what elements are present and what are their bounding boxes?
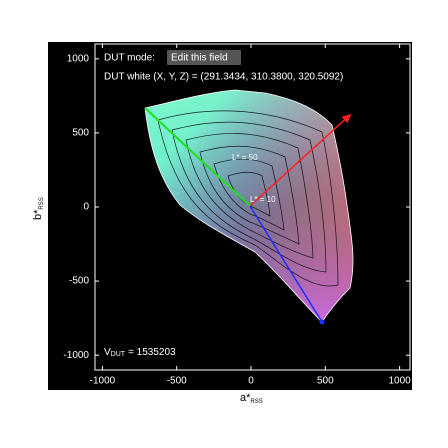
y-axis-label: b*RSS [32, 197, 45, 220]
x-tick-label: 0 [248, 376, 254, 387]
x-tick-label: -1000 [90, 376, 116, 387]
x-symbol: a* [240, 392, 251, 404]
mode-field[interactable]: Edit this field [171, 53, 228, 64]
y-tick-label: 0 [83, 202, 89, 213]
y-symbol: b* [32, 209, 44, 220]
annotation: L* = 50 [232, 153, 258, 162]
x-tick-label: 500 [317, 376, 334, 387]
y-tick-label: -500 [69, 276, 89, 287]
y-tick-label: 1000 [67, 53, 90, 64]
mode-field-box[interactable] [167, 50, 241, 65]
volume-label: VDUT = 1535203 [104, 347, 176, 358]
white-point: DUT white (X, Y, Z) = (291.3434, 310.380… [104, 72, 343, 83]
volume-value: = 1535203 [128, 347, 176, 358]
x-axis-label: a*RSS [240, 392, 263, 405]
volume-symbol: V [104, 347, 111, 358]
y-tick-label: -1000 [63, 350, 89, 361]
mode-label: DUT mode: [104, 53, 155, 64]
volume-subscript: DUT [111, 351, 126, 358]
x-subscript: RSS [250, 399, 262, 405]
x-tick-label: 1000 [388, 376, 411, 387]
x-tick-label: -500 [167, 376, 187, 387]
y-tick-label: 500 [72, 128, 89, 139]
y-subscript: RSS [39, 197, 45, 209]
gamut-shape [144, 89, 354, 325]
annotation: L* = 10 [250, 195, 276, 204]
